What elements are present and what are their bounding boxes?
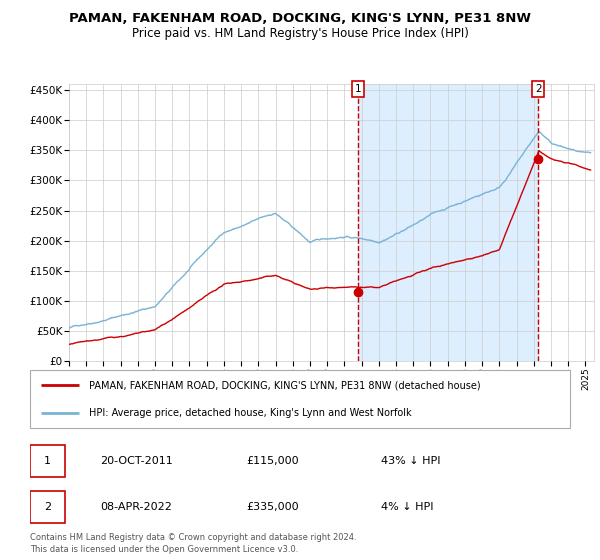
Text: Price paid vs. HM Land Registry's House Price Index (HPI): Price paid vs. HM Land Registry's House …: [131, 27, 469, 40]
Text: 08-APR-2022: 08-APR-2022: [100, 502, 172, 512]
Text: £115,000: £115,000: [246, 456, 299, 466]
Text: PAMAN, FAKENHAM ROAD, DOCKING, KING'S LYNN, PE31 8NW: PAMAN, FAKENHAM ROAD, DOCKING, KING'S LY…: [69, 12, 531, 25]
Bar: [358, 84, 538, 361]
Text: 43% ↓ HPI: 43% ↓ HPI: [381, 456, 440, 466]
Text: 1: 1: [355, 84, 361, 94]
Text: 2: 2: [535, 84, 542, 94]
Text: 2: 2: [44, 502, 51, 512]
FancyBboxPatch shape: [30, 370, 570, 428]
Text: HPI: Average price, detached house, King's Lynn and West Norfolk: HPI: Average price, detached house, King…: [89, 408, 412, 418]
FancyBboxPatch shape: [30, 491, 65, 522]
Text: 20-OCT-2011: 20-OCT-2011: [100, 456, 173, 466]
FancyBboxPatch shape: [30, 445, 65, 477]
Text: PAMAN, FAKENHAM ROAD, DOCKING, KING'S LYNN, PE31 8NW (detached house): PAMAN, FAKENHAM ROAD, DOCKING, KING'S LY…: [89, 380, 481, 390]
Text: £335,000: £335,000: [246, 502, 299, 512]
Text: 4% ↓ HPI: 4% ↓ HPI: [381, 502, 433, 512]
Text: 1: 1: [44, 456, 51, 466]
Text: Contains HM Land Registry data © Crown copyright and database right 2024.
This d: Contains HM Land Registry data © Crown c…: [30, 533, 356, 554]
